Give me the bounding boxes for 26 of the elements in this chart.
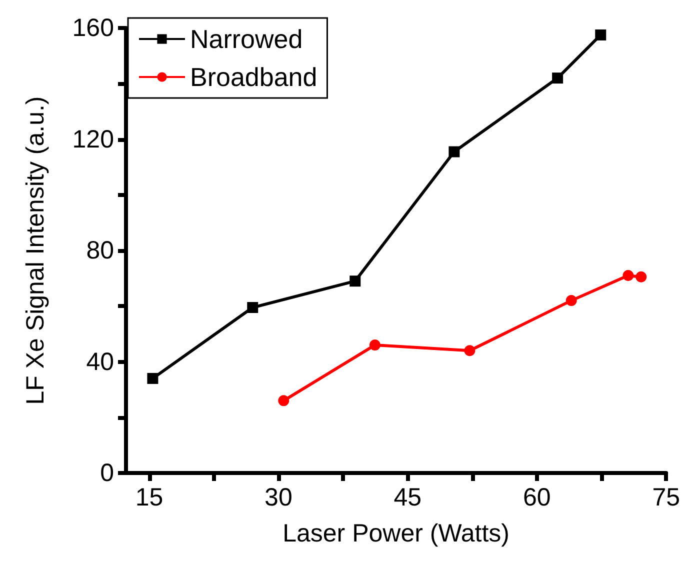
point [595,29,606,40]
point [636,271,647,282]
legend-label: Narrowed [190,24,303,54]
x-tick-label: 45 [394,484,422,512]
point [448,146,460,158]
y-axis-title: LF Xe Signal Intensity (a.u.) [22,96,50,405]
point [278,395,290,406]
point [566,295,577,306]
point [622,270,634,282]
y-tick-label: 40 [86,348,114,376]
point [464,345,476,356]
y-tick-label: 0 [100,459,114,487]
y-tick-label: 120 [72,125,114,154]
x-tick-label: 60 [522,484,551,512]
y-tick-label: 160 [72,14,114,42]
point [552,72,564,84]
x-tick-label: 15 [135,484,164,512]
legend-label: Broadband [190,62,318,92]
y-tick-label: 80 [86,236,114,264]
point [247,302,258,314]
point [147,372,158,384]
x-tick-label: 30 [264,484,292,512]
x-axis-title: Laser Power (Watts) [282,520,510,548]
point [369,340,380,351]
x-tick-label: 75 [652,484,680,512]
point [350,276,361,287]
